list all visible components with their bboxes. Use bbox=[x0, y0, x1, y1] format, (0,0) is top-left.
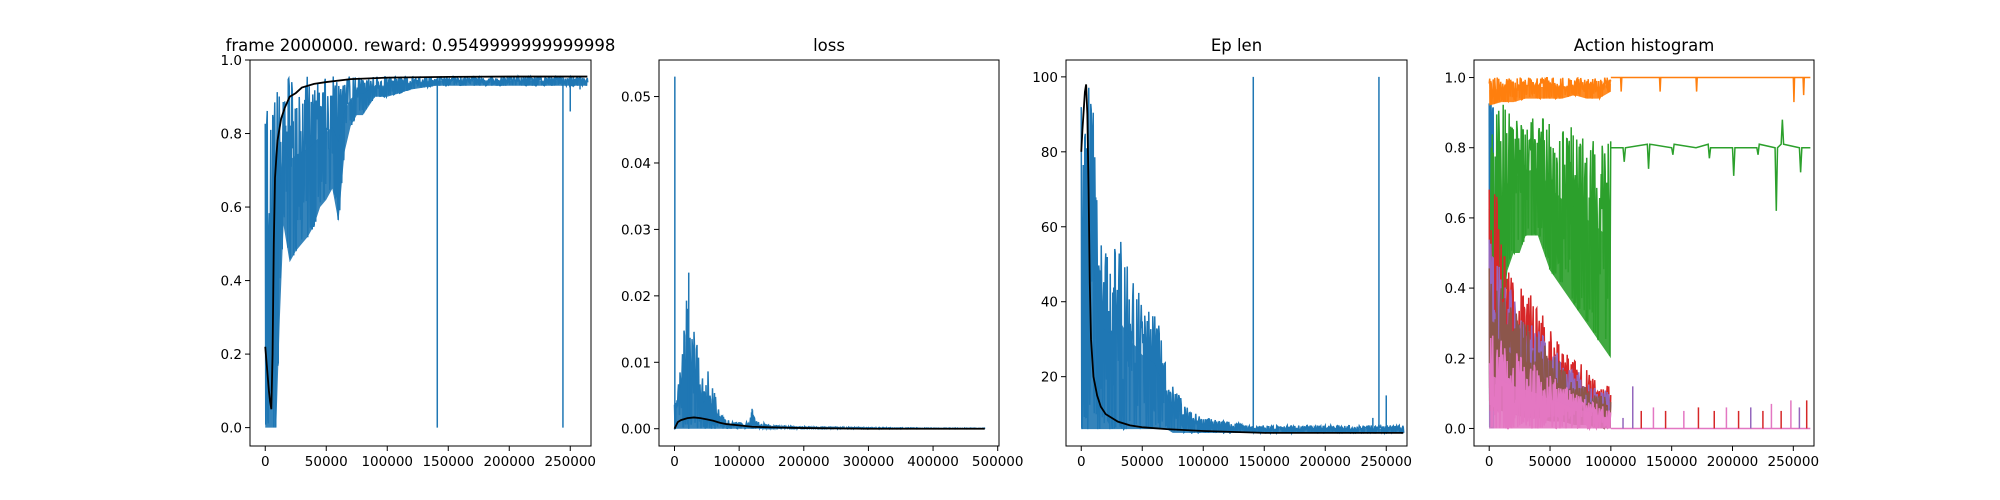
reward-ytick-label-3: 0.6 bbox=[221, 200, 242, 216]
ep-len-xtick-label-2: 100000 bbox=[1177, 454, 1229, 470]
action-histogram-xtick-label-4: 200000 bbox=[1707, 454, 1759, 470]
reward-xtick-label-5: 250000 bbox=[544, 454, 596, 470]
reward-xtick-label-3: 150000 bbox=[422, 454, 474, 470]
reward-plot-area bbox=[264, 74, 589, 428]
ep-len-series-1 bbox=[1080, 84, 1404, 434]
loss-ytick-label-1: 0.01 bbox=[621, 355, 651, 371]
action-histogram-chart: 0 50000 100000 150000 200000 250000 0.0 0.2 0.4 0… bbox=[1445, 36, 1820, 470]
ep-len-ytick-label-1: 40 bbox=[1041, 295, 1058, 311]
loss-ytick-label-0: 0.00 bbox=[621, 422, 651, 438]
action-histogram-series-2 bbox=[1610, 76, 1811, 103]
action-histogram-ytick-label-2: 0.4 bbox=[1445, 281, 1466, 297]
action-histogram-ytick-label-1: 0.2 bbox=[1445, 351, 1466, 367]
ep-len-series-group bbox=[1080, 76, 1405, 436]
reward-ytick-label-0: 0.0 bbox=[221, 421, 242, 437]
reward-xtick-label-1: 50000 bbox=[305, 454, 348, 470]
reward-axes: 0 50000 100000 150000 200000 250000 0.0 0.2 0.4 0… bbox=[221, 53, 597, 470]
action-histogram-series-1-core bbox=[1489, 83, 1611, 106]
ep-len-xtick-label-5: 250000 bbox=[1360, 454, 1412, 470]
action-histogram-series-group bbox=[1488, 76, 1811, 432]
ep-len-ytick-label-2: 60 bbox=[1041, 220, 1058, 236]
action-histogram-ytick-label-0: 0.0 bbox=[1445, 421, 1466, 437]
reward-xtick-label-2: 100000 bbox=[361, 454, 413, 470]
ep-len-chart: 0 50000 100000 150000 200000 250000 20 40 60 80 10… bbox=[1032, 36, 1412, 470]
reward-xtick-label-0: 0 bbox=[261, 454, 270, 470]
action-histogram-chart-title: Action histogram bbox=[1574, 36, 1715, 55]
action-histogram-xtick-label-1: 50000 bbox=[1529, 454, 1572, 470]
action-histogram-series-3-core bbox=[1489, 167, 1611, 359]
loss-axes: 0 100000 200000 300000 400000 500000 0.00 0.01 0… bbox=[621, 59, 1024, 470]
ep-len-xtick-label-4: 200000 bbox=[1299, 454, 1351, 470]
action-histogram-axes: 0 50000 100000 150000 200000 250000 0.0 0.2 0.4 0… bbox=[1445, 59, 1820, 470]
reward-chart-title: frame 2000000. reward: 0.954999999999999… bbox=[226, 36, 616, 55]
reward-ytick-label-4: 0.8 bbox=[221, 127, 242, 143]
loss-spines bbox=[658, 59, 1000, 447]
action-histogram-ytick-label-4: 0.8 bbox=[1445, 141, 1466, 157]
loss-series-0-core bbox=[674, 351, 985, 429]
action-histogram-xtick-label-3: 150000 bbox=[1646, 454, 1698, 470]
reward-series-1 bbox=[264, 75, 588, 410]
action-histogram-series-4 bbox=[1610, 119, 1811, 211]
loss-plot-area bbox=[673, 76, 986, 431]
action-histogram-spines bbox=[1473, 59, 1815, 447]
reward-ytick-label-1: 0.2 bbox=[221, 347, 242, 363]
loss-series-1 bbox=[673, 416, 985, 430]
loss-xtick-label-3: 300000 bbox=[843, 454, 895, 470]
action-histogram-xtick-label-5: 250000 bbox=[1768, 454, 1820, 470]
loss-ytick-label-2: 0.02 bbox=[621, 289, 651, 305]
action-histogram-plot-area bbox=[1488, 76, 1811, 432]
loss-ytick-label-3: 0.03 bbox=[621, 222, 651, 238]
ep-len-xtick-label-1: 50000 bbox=[1121, 454, 1164, 470]
loss-xtick-label-2: 200000 bbox=[778, 454, 830, 470]
loss-ytick-label-5: 0.05 bbox=[621, 90, 651, 106]
ep-len-plot-area bbox=[1080, 76, 1405, 436]
reward-chart: 0 50000 100000 150000 200000 250000 0.0 0.2 0.4 0… bbox=[221, 36, 616, 470]
ep-len-xtick-label-3: 150000 bbox=[1238, 454, 1290, 470]
reward-plot-frame bbox=[250, 60, 591, 446]
ep-len-xtick-label-0: 0 bbox=[1077, 454, 1086, 470]
loss-chart-title: loss bbox=[813, 36, 845, 55]
action-histogram-xtick-label-2: 100000 bbox=[1585, 454, 1637, 470]
loss-series-group bbox=[673, 76, 986, 431]
loss-xtick-label-4: 400000 bbox=[907, 454, 959, 470]
ep-len-ytick-label-4: 100 bbox=[1032, 70, 1058, 86]
loss-ytick-label-4: 0.04 bbox=[621, 156, 651, 172]
action-histogram-xtick-label-0: 0 bbox=[1485, 454, 1494, 470]
ep-len-spines bbox=[1065, 59, 1408, 447]
loss-xtick-label-0: 0 bbox=[670, 454, 679, 470]
loss-xtick-label-5: 500000 bbox=[972, 454, 1024, 470]
ep-len-ytick-label-3: 80 bbox=[1041, 145, 1058, 161]
action-histogram-ytick-label-3: 0.6 bbox=[1445, 211, 1466, 227]
loss-plot-frame bbox=[659, 60, 999, 446]
loss-xtick-label-1: 100000 bbox=[713, 454, 765, 470]
reward-series-group bbox=[264, 74, 589, 428]
reward-ytick-label-2: 0.4 bbox=[221, 274, 242, 290]
ep-len-axes: 0 50000 100000 150000 200000 250000 20 40 60 80 10… bbox=[1032, 59, 1412, 470]
action-histogram-series-8-core bbox=[1489, 374, 1611, 429]
action-histogram-ytick-label-5: 1.0 bbox=[1445, 71, 1466, 87]
reward-spines bbox=[249, 59, 592, 447]
reward-xtick-label-4: 200000 bbox=[483, 454, 535, 470]
ep-len-ytick-label-0: 20 bbox=[1041, 370, 1058, 386]
ep-len-series-0-core bbox=[1081, 235, 1404, 433]
loss-chart: 0 100000 200000 300000 400000 500000 0.00 0.01 0… bbox=[621, 36, 1024, 470]
ep-len-chart-title: Ep len bbox=[1211, 36, 1262, 55]
reward-ytick-label-5: 1.0 bbox=[221, 53, 242, 69]
